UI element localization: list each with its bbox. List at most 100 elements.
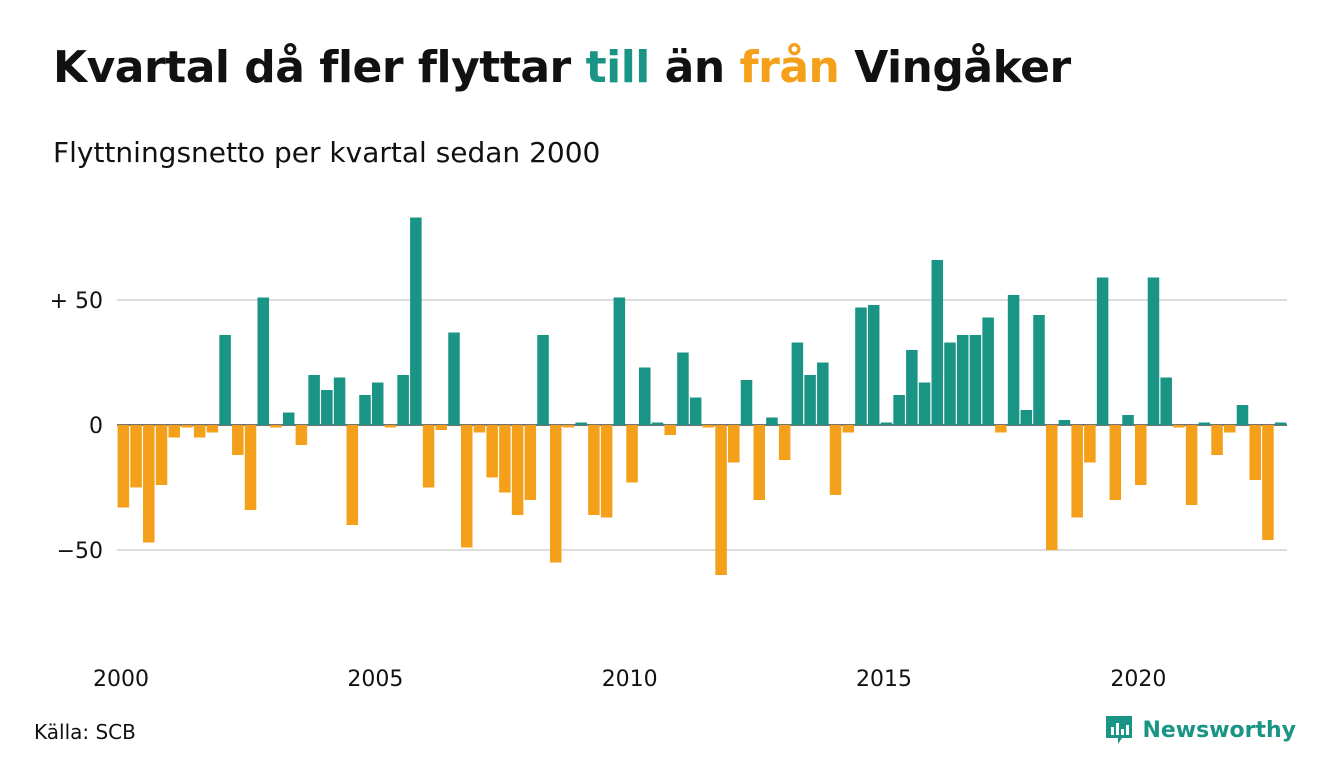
bar — [511, 425, 524, 515]
bar — [244, 425, 257, 510]
bar — [613, 297, 626, 425]
bar — [918, 382, 931, 425]
bar — [1274, 422, 1287, 425]
bar — [282, 412, 295, 425]
title-part-2: än — [649, 42, 740, 93]
bar — [1249, 425, 1261, 480]
bar — [206, 425, 219, 433]
x-tick-label: 2010 — [602, 667, 658, 692]
bar — [1007, 295, 1020, 425]
bar — [308, 375, 320, 425]
y-tick-label: −50 — [57, 539, 103, 564]
bar — [867, 305, 880, 425]
bar — [893, 395, 905, 425]
bar — [842, 425, 855, 433]
bar — [1224, 425, 1236, 433]
bar — [956, 335, 969, 425]
bar — [1084, 425, 1096, 463]
title-part-1: Kvartal då fler flyttar — [53, 42, 586, 93]
bar — [1020, 410, 1033, 425]
bar — [422, 425, 435, 488]
bar — [219, 335, 231, 425]
bar — [791, 342, 804, 425]
bar — [321, 390, 333, 425]
bar — [1262, 425, 1274, 540]
title-word-out: från — [739, 42, 840, 93]
bar — [473, 425, 486, 433]
bar — [906, 350, 918, 425]
bar — [1109, 425, 1122, 500]
bar — [1160, 377, 1172, 425]
bar — [1071, 425, 1083, 518]
y-axis-ticks: + 50 0 −50 — [50, 289, 103, 564]
bar — [384, 425, 397, 428]
bar — [410, 217, 422, 425]
bar — [766, 417, 778, 425]
chart-title: Kvartal då fler flyttar till än från Vin… — [53, 42, 1071, 93]
bar — [740, 380, 753, 425]
bar — [1236, 405, 1249, 425]
bar — [1058, 420, 1071, 425]
bar — [969, 335, 982, 425]
brand: Newsworthy — [1104, 714, 1296, 746]
bar — [1173, 425, 1185, 428]
bar — [295, 425, 308, 445]
x-tick-label: 2020 — [1110, 667, 1166, 692]
bar — [664, 425, 676, 435]
bar — [130, 425, 142, 488]
bar — [143, 425, 155, 543]
bar — [804, 375, 816, 425]
bar — [435, 425, 448, 430]
bar — [829, 425, 842, 495]
bar — [880, 422, 893, 425]
title-part-3: Vingåker — [839, 42, 1071, 93]
bar — [193, 425, 206, 438]
x-axis-ticks: 2000 2005 2010 2015 2020 — [93, 667, 1166, 692]
bar — [689, 397, 702, 425]
bar — [1096, 277, 1109, 425]
bar — [1147, 277, 1160, 425]
chart-subtitle: Flyttningsnetto per kvartal sedan 2000 — [53, 136, 601, 169]
bar — [397, 375, 409, 425]
bar — [1185, 425, 1198, 505]
bar — [753, 425, 765, 500]
bar — [639, 367, 651, 425]
bar — [982, 317, 994, 425]
bar — [524, 425, 537, 500]
bar — [575, 422, 587, 425]
bar — [702, 425, 715, 428]
bar — [1134, 425, 1147, 485]
bar — [1198, 422, 1211, 425]
y-tick-label: 0 — [89, 414, 103, 439]
bars — [117, 217, 1287, 575]
bar — [728, 425, 740, 463]
bar — [333, 377, 346, 425]
bar — [232, 425, 244, 455]
bar — [995, 425, 1007, 433]
newsworthy-logo-icon — [1106, 716, 1133, 744]
bar — [651, 422, 664, 425]
bar — [1122, 415, 1134, 425]
bar — [346, 425, 359, 525]
bar — [715, 425, 727, 575]
x-tick-label: 2015 — [856, 667, 912, 692]
bar — [460, 425, 473, 548]
bar — [778, 425, 791, 460]
x-tick-label: 2000 — [93, 667, 149, 692]
bar — [817, 362, 829, 425]
brand-name: Newsworthy — [1142, 717, 1296, 743]
bar — [1045, 425, 1058, 550]
source-note: Källa: SCB — [34, 720, 136, 744]
bar — [499, 425, 511, 493]
bar — [1033, 315, 1045, 425]
bar — [537, 335, 549, 425]
y-tick-label: + 50 — [50, 289, 103, 314]
bar — [1211, 425, 1223, 455]
bar — [855, 307, 867, 425]
bar — [549, 425, 562, 563]
bar — [486, 425, 498, 478]
bar — [931, 260, 944, 425]
x-tick-label: 2005 — [347, 667, 403, 692]
bar — [588, 425, 600, 515]
